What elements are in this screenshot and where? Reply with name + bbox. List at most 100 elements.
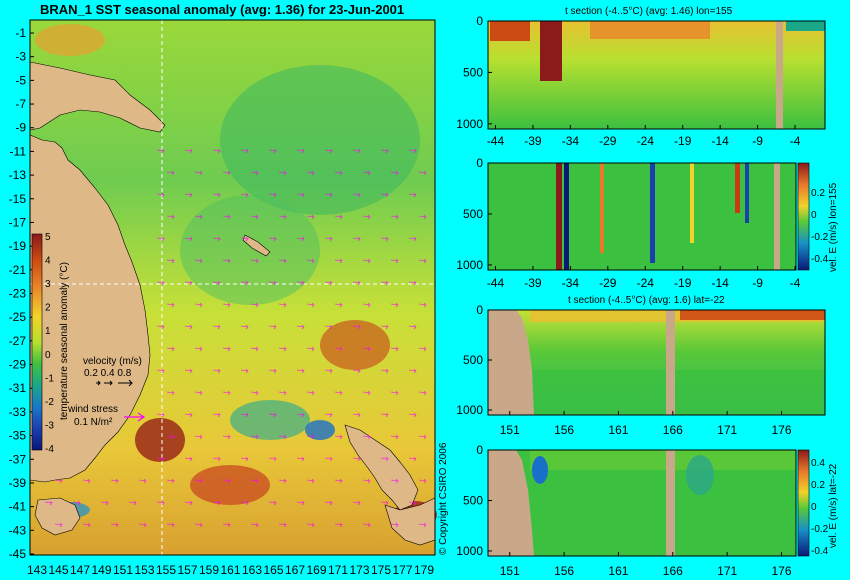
wind-vector	[268, 280, 277, 286]
wind-vector	[306, 346, 315, 352]
map-x-tick-label: 143	[27, 563, 47, 577]
wind-vector	[240, 412, 249, 418]
wind-vector	[240, 236, 249, 242]
wind-vector	[194, 258, 203, 264]
wind-vector	[362, 214, 371, 220]
wind-vector	[306, 390, 315, 396]
wind-vector	[362, 434, 371, 440]
wind-vector	[222, 522, 231, 528]
map-x-tick-label: 175	[371, 563, 391, 577]
wind-vector	[380, 412, 389, 418]
wind-vector	[250, 478, 259, 484]
vel-colorbar-1-ticks: 0.2 0 -0.2 -0.4	[811, 188, 829, 265]
map-y-tick-label: -23	[9, 287, 27, 301]
panel-temp-lon155	[487, 20, 826, 130]
papua-new-guinea-land	[29, 61, 166, 133]
wind-vector	[278, 390, 287, 396]
wind-vector	[166, 390, 175, 396]
section-x-tick-label: 176	[772, 564, 792, 578]
wind-vector	[166, 522, 175, 528]
section-x-tick-label: -34	[562, 276, 580, 290]
wind-vector	[250, 346, 259, 352]
map-y-tick-label: -29	[9, 358, 27, 372]
wind-vector	[194, 390, 203, 396]
map-y-tick-label: -5	[15, 73, 26, 87]
section-x-tick-label: 151	[500, 564, 520, 578]
wind-vector	[110, 478, 119, 484]
wind-vector	[212, 368, 221, 374]
wind-vector	[390, 214, 399, 220]
map-y-tick-label: -21	[9, 263, 27, 277]
section-y-tick-label: 500	[463, 493, 483, 507]
wind-vector	[352, 412, 361, 418]
panel1-title: t section (-4..5°C) (avg: 1.46) lon=155	[565, 6, 733, 17]
wind-vector	[334, 258, 343, 264]
wind-vector	[418, 478, 427, 484]
wind-vector	[380, 500, 389, 506]
temp-colorbar-tick-label: 1	[45, 326, 51, 337]
wind-vector	[240, 280, 249, 286]
wind-vector	[390, 478, 399, 484]
wind-vector	[408, 148, 417, 154]
wind-vector	[408, 456, 417, 462]
wind-vector	[296, 412, 305, 418]
map-x-tick-label: 149	[91, 563, 111, 577]
wind-vector	[194, 170, 203, 176]
section-y-tick-label: 1000	[456, 117, 483, 131]
wind-vector	[156, 192, 165, 198]
section-x-tick-label: 171	[717, 423, 737, 437]
map-x-tick-label: 161	[220, 563, 240, 577]
wind-vector	[156, 412, 165, 418]
section-x-tick-label: 161	[608, 423, 628, 437]
wind-vector	[278, 346, 287, 352]
wind-vector	[408, 280, 417, 286]
wind-vector	[184, 412, 193, 418]
section-y-tick-label: 0	[476, 443, 483, 457]
wind-vector	[278, 214, 287, 220]
map-y-tick-label: -7	[15, 97, 26, 111]
wind-vector	[156, 324, 165, 330]
section-x-tick-label: -9	[752, 276, 763, 290]
wind-vector	[296, 192, 305, 198]
wind-vector	[390, 522, 399, 528]
vel-colorbar-2-tick-label: 0	[811, 502, 817, 513]
section-x-tick-label: -29	[599, 276, 617, 290]
wind-vector	[222, 390, 231, 396]
vel-colorbar-1-tick-label: 0	[811, 210, 817, 221]
cool-anomaly-patch	[180, 195, 320, 305]
map-y-tick-label: -45	[9, 547, 27, 561]
wind-vector	[324, 192, 333, 198]
wind-vector	[324, 500, 333, 506]
map-y-tick-label: -9	[15, 121, 26, 135]
map-y-tick-label: -17	[9, 215, 27, 229]
new-caledonia-land	[242, 234, 271, 257]
cool-anomaly-patch	[230, 400, 310, 440]
wind-vector	[408, 500, 417, 506]
warm-anomaly-patch	[35, 24, 105, 56]
map-y-tick-label: -41	[9, 500, 27, 514]
map-y-tick-label: -31	[9, 381, 27, 395]
wind-vector	[380, 236, 389, 242]
wind-vector	[212, 192, 221, 198]
wind-vector	[166, 478, 175, 484]
map-y-tick-label: -33	[9, 405, 27, 419]
wind-vector	[222, 302, 231, 308]
wind-vector	[166, 170, 175, 176]
velocity-legend-arrows	[96, 379, 133, 387]
wind-vector	[362, 258, 371, 264]
wind-vector	[334, 434, 343, 440]
map-x-tick-label: 163	[242, 563, 262, 577]
tasmania-land	[34, 497, 81, 536]
temp-colorbar-tick-label: -2	[45, 397, 54, 408]
copyright: © Copyright CSIRO 2006	[438, 442, 449, 555]
wind-vector	[334, 170, 343, 176]
section-x-tick-label: -24	[637, 276, 655, 290]
wind-vector	[362, 522, 371, 528]
wind-vector	[380, 148, 389, 154]
wind-vector	[306, 214, 315, 220]
wind-vector	[268, 192, 277, 198]
wind-vector	[306, 434, 315, 440]
wind-vector	[324, 456, 333, 462]
wind-vector	[278, 258, 287, 264]
wind-vector	[166, 214, 175, 220]
